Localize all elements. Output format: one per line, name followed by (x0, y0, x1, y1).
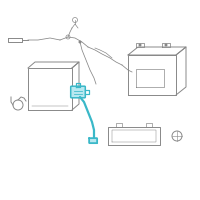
FancyBboxPatch shape (71, 86, 85, 98)
Circle shape (138, 44, 142, 46)
Circle shape (72, 18, 78, 22)
Circle shape (164, 44, 168, 46)
Circle shape (66, 35, 70, 39)
Circle shape (172, 131, 182, 141)
Circle shape (78, 40, 82, 44)
FancyBboxPatch shape (89, 138, 97, 143)
